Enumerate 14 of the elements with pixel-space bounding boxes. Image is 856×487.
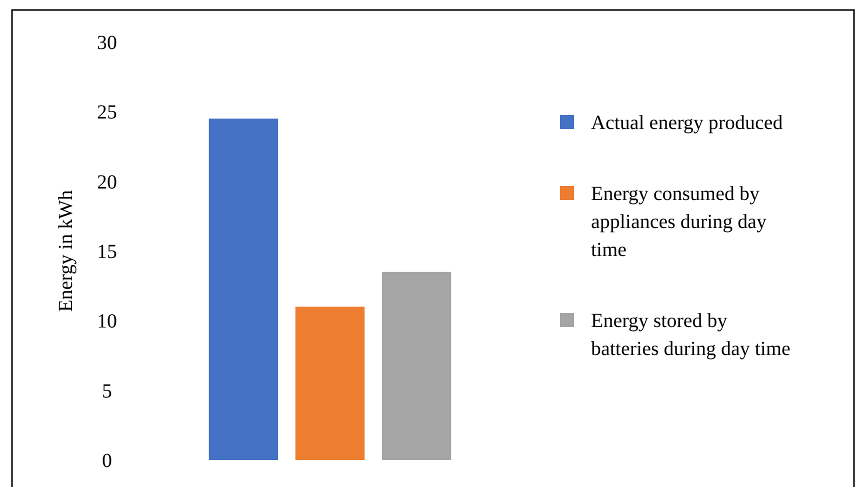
y-tick-label: 5	[102, 380, 112, 402]
y-axis-title: Energy in kWh	[55, 190, 77, 312]
y-tick-label: 20	[97, 171, 117, 194]
y-tick-label: 30	[97, 32, 117, 54]
y-tick-label: 10	[97, 310, 117, 333]
bar	[208, 118, 278, 460]
y-tick-label: 0	[102, 450, 112, 472]
bar	[382, 272, 452, 460]
y-tick-label: 25	[97, 102, 117, 124]
y-tick-label: 15	[97, 241, 117, 263]
legend-label: Energy stored by batteries during day time	[591, 310, 791, 360]
bar	[295, 306, 365, 460]
legend-label: Actual energy produced	[591, 112, 783, 134]
legend-label: Energy consumed by appliances during day time	[591, 183, 766, 261]
